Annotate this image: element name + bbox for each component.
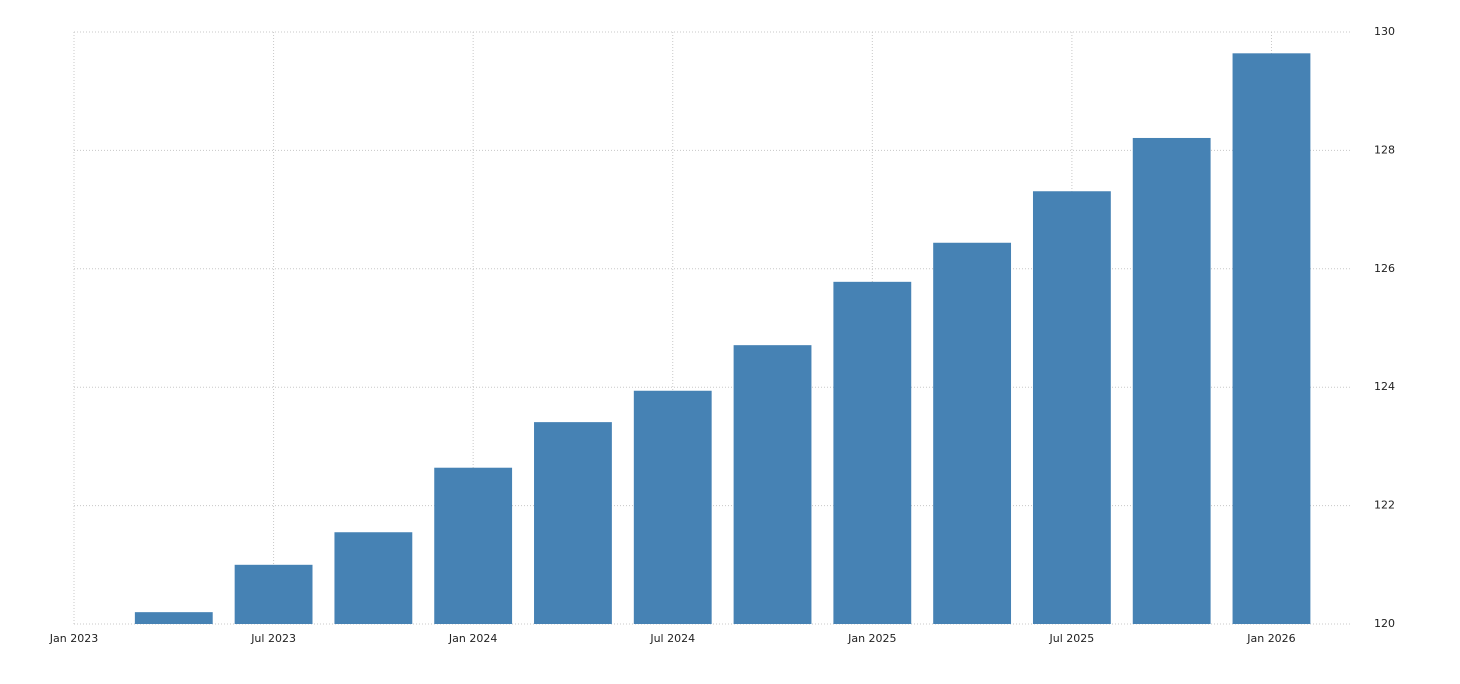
bar bbox=[933, 242, 1012, 624]
y-tick-label: 124 bbox=[1374, 380, 1395, 393]
bar bbox=[434, 467, 513, 624]
bar bbox=[134, 612, 213, 624]
x-tick-label: Jan 2023 bbox=[49, 632, 98, 645]
bar bbox=[534, 422, 612, 624]
y-tick-label: 122 bbox=[1374, 499, 1395, 512]
y-tick-label: 126 bbox=[1374, 262, 1395, 275]
bar bbox=[1132, 137, 1211, 624]
bar bbox=[633, 390, 712, 624]
bar bbox=[1232, 53, 1311, 624]
x-tick-label: Jul 2023 bbox=[250, 632, 296, 645]
y-tick-label: 130 bbox=[1374, 25, 1395, 38]
x-tick-label: Jan 2024 bbox=[448, 632, 497, 645]
x-tick-label: Jul 2024 bbox=[649, 632, 695, 645]
bar bbox=[234, 564, 313, 624]
bar bbox=[833, 281, 912, 624]
y-tick-label: 120 bbox=[1374, 617, 1395, 630]
bar bbox=[733, 345, 812, 624]
y-tick-label: 128 bbox=[1374, 143, 1395, 156]
bar bbox=[334, 532, 413, 624]
x-tick-label: Jul 2025 bbox=[1049, 632, 1095, 645]
x-tick-label: Jan 2025 bbox=[847, 632, 896, 645]
x-tick-label: Jan 2026 bbox=[1246, 632, 1295, 645]
bar bbox=[1032, 191, 1111, 625]
